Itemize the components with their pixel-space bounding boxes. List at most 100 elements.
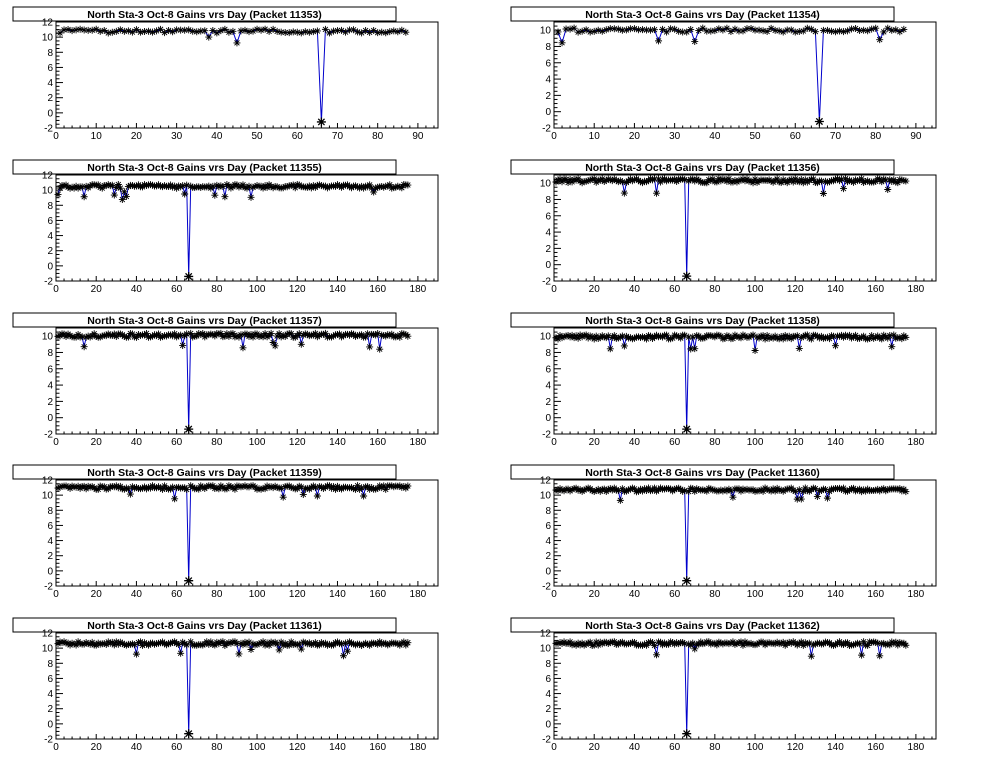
x-tick-label: 20 <box>629 131 641 142</box>
series-line <box>557 27 905 122</box>
data-point-marker <box>175 182 183 190</box>
data-point-marker <box>791 487 799 495</box>
data-point-marker <box>374 29 382 37</box>
data-point-marker <box>132 26 140 34</box>
data-point-marker <box>892 178 900 186</box>
data-point-marker <box>237 331 245 339</box>
data-point-marker <box>58 638 66 646</box>
chart-title-box <box>12 6 397 22</box>
data-point-marker <box>739 485 747 493</box>
data-point-marker <box>225 332 233 340</box>
data-point-marker <box>217 482 225 490</box>
data-point-marker <box>265 27 273 35</box>
data-point-marker <box>269 25 277 33</box>
chart-title: North Sta-3 Oct-8 Gains vrs Day (Packet … <box>585 315 820 327</box>
data-point-marker <box>797 495 805 503</box>
data-point-marker <box>691 38 699 46</box>
data-point-marker <box>153 27 161 35</box>
data-point-marker <box>354 183 362 191</box>
data-point-marker <box>634 333 642 341</box>
data-point-marker <box>269 338 277 346</box>
data-point-marker <box>777 179 785 187</box>
data-point-marker <box>102 182 110 190</box>
data-point-marker <box>161 29 169 37</box>
data-point-marker <box>677 334 685 342</box>
data-point-marker <box>892 638 900 646</box>
data-point-marker <box>380 331 388 339</box>
data-point-marker <box>209 641 217 649</box>
data-point-marker <box>811 28 819 36</box>
data-point-marker <box>68 482 76 490</box>
y-tick-label: 0 <box>47 108 53 119</box>
data-point-marker <box>346 183 354 191</box>
data-point-marker <box>181 640 189 648</box>
data-point-marker <box>594 641 602 649</box>
data-point-marker <box>675 640 683 648</box>
plot-frame <box>55 21 439 129</box>
data-point-marker <box>850 641 858 649</box>
data-point-marker <box>130 484 138 492</box>
data-point-marker <box>735 638 743 646</box>
data-point-marker <box>104 29 112 37</box>
data-point-marker <box>642 641 650 649</box>
data-point-marker <box>110 191 118 199</box>
data-point-marker <box>626 25 634 33</box>
data-point-marker <box>165 26 173 34</box>
data-point-marker <box>78 183 86 191</box>
data-point-marker <box>104 330 112 338</box>
data-point-marker <box>725 640 733 648</box>
data-point-marker <box>249 27 257 35</box>
data-point-marker <box>781 486 789 494</box>
data-point-marker <box>651 641 659 649</box>
data-point-marker <box>799 27 807 35</box>
data-point-marker <box>241 482 249 490</box>
data-point-marker <box>606 345 614 353</box>
series-line <box>555 177 906 277</box>
data-point-marker <box>582 485 590 493</box>
data-point-marker <box>299 331 307 339</box>
data-point-marker <box>352 182 360 190</box>
x-tick-label: 120 <box>787 589 804 600</box>
data-point-marker <box>372 640 380 648</box>
x-tick-label: 80 <box>372 131 384 142</box>
data-point-marker <box>84 26 92 34</box>
x-tick-label: 40 <box>211 131 223 142</box>
data-point-marker <box>136 332 144 340</box>
x-tick-label: 10 <box>91 131 103 142</box>
x-tick-label: 80 <box>870 131 882 142</box>
data-point-marker <box>791 332 799 340</box>
data-point-marker <box>707 332 715 340</box>
data-point-marker <box>237 639 245 647</box>
x-tick-label: 70 <box>332 131 344 142</box>
data-point-marker <box>388 482 396 490</box>
data-point-marker <box>245 28 253 36</box>
data-point-marker <box>247 193 255 201</box>
x-tick-label: 160 <box>369 742 386 753</box>
data-point-marker <box>227 184 235 192</box>
data-point-marker <box>604 485 612 493</box>
data-point-marker <box>681 640 689 648</box>
data-point-marker <box>352 485 360 493</box>
data-point-marker <box>789 638 797 646</box>
y-tick-label: 8 <box>47 506 53 517</box>
data-point-marker <box>713 178 721 186</box>
plot-frame <box>553 479 937 587</box>
data-point-marker <box>721 486 729 494</box>
data-point-marker <box>642 26 650 34</box>
data-point-marker <box>594 26 602 34</box>
x-tick-label: 0 <box>551 284 557 295</box>
data-point-marker <box>554 335 562 343</box>
data-point-marker <box>835 27 843 35</box>
data-point-marker <box>118 196 126 204</box>
y-tick-label: 2 <box>47 93 53 104</box>
data-point-marker <box>257 485 265 493</box>
data-point-marker <box>823 333 831 341</box>
y-tick-label: 2 <box>47 246 53 257</box>
data-point-marker <box>819 26 827 34</box>
data-point-marker <box>140 181 148 189</box>
data-point-marker <box>872 486 880 494</box>
data-point-marker <box>793 177 801 185</box>
data-point-marker <box>626 485 634 493</box>
data-point-marker <box>177 183 185 191</box>
x-tick-label: 20 <box>589 284 601 295</box>
